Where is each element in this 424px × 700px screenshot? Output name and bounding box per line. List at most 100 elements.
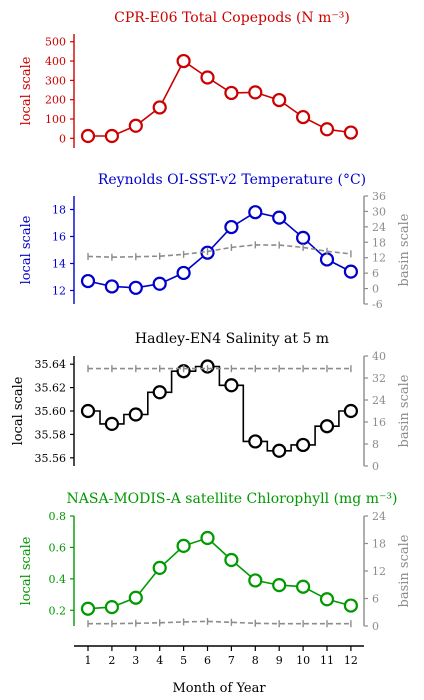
left-tick-label: 300: [45, 74, 66, 87]
x-tick-label: 7: [228, 654, 235, 667]
local-series-point: [104, 128, 120, 144]
left-axis-label: local scale: [19, 536, 34, 605]
local-series-point: [152, 385, 167, 400]
right-tick-label: -6: [372, 298, 383, 311]
x-tick-label: 1: [85, 654, 92, 667]
local-series-point: [248, 573, 263, 588]
right-tick-label: 18: [372, 538, 386, 551]
local-series-point: [343, 264, 358, 279]
x-tick-label: 9: [276, 654, 283, 667]
local-series-point: [296, 109, 311, 125]
local-series-point: [343, 403, 358, 419]
right-tick-label: 0: [372, 620, 379, 633]
right-tick-label: 24: [372, 394, 386, 407]
right-tick-label: 18: [372, 236, 386, 249]
local-series-point: [128, 590, 143, 605]
x-tick-label: 3: [132, 654, 139, 667]
left-tick-label: 0.2: [49, 604, 67, 617]
panel-title: CPR-E06 Total Copepods (N m⁻³): [114, 10, 350, 26]
right-tick-label: 24: [372, 510, 386, 523]
left-axis-label: local scale: [19, 215, 34, 284]
local-series-point: [80, 128, 96, 144]
local-series-point: [224, 85, 239, 101]
left-tick-label: 35.60: [35, 405, 67, 418]
local-series-line: [87, 537, 352, 610]
left-tick-label: 35.56: [35, 452, 67, 465]
left-tick-label: 0.6: [49, 541, 67, 554]
left-tick-label: 35.64: [35, 358, 67, 371]
local-series-point: [272, 210, 287, 225]
local-series-point: [296, 579, 311, 594]
local-series-point: [296, 437, 311, 453]
x-tick-label: 6: [204, 654, 211, 667]
right-tick-label: 24: [372, 221, 386, 234]
local-series-point: [104, 416, 120, 431]
local-series-point: [200, 530, 215, 546]
local-series-point: [200, 70, 215, 85]
panel-4: NASA-MODIS-A satellite Chlorophyll (mg m…: [19, 491, 412, 633]
local-series-point: [104, 600, 120, 615]
left-axis-label: local scale: [19, 56, 34, 125]
right-tick-label: 0: [372, 460, 379, 473]
local-series-point: [224, 219, 239, 235]
local-series-point: [319, 419, 335, 434]
local-series-point: [176, 538, 191, 553]
local-series-point: [272, 92, 287, 108]
right-tick-label: 36: [372, 190, 386, 203]
basin-series-line: [87, 244, 351, 259]
x-tick-label: 4: [156, 654, 163, 667]
local-series-point: [224, 552, 239, 568]
local-series-line: [88, 59, 352, 137]
local-series-point: [176, 265, 191, 281]
local-series-point: [152, 100, 167, 115]
local-series-point: [128, 280, 143, 295]
right-tick-label: 40: [372, 350, 386, 363]
local-series-point: [80, 601, 96, 616]
right-axis-label: basin scale: [397, 534, 412, 607]
right-tick-label: 8: [372, 438, 379, 451]
x-tick-label: 12: [344, 654, 358, 667]
left-tick-label: 0.8: [49, 510, 67, 523]
left-tick-label: 35.58: [35, 428, 67, 441]
panel-title: Hadley-EN4 Salinity at 5 m: [135, 331, 329, 347]
left-tick-label: 16: [52, 231, 66, 244]
local-series-point: [296, 230, 311, 245]
left-tick-label: 18: [52, 204, 66, 217]
local-series-point: [248, 85, 263, 100]
right-axis-label: basin scale: [397, 374, 412, 447]
x-tick-label: 8: [252, 654, 259, 667]
left-tick-label: 100: [45, 113, 66, 126]
local-series-point: [176, 53, 191, 69]
right-tick-label: 12: [372, 565, 386, 578]
left-axis-label: local scale: [11, 376, 26, 445]
left-tick-label: 400: [45, 55, 66, 68]
local-series-point: [224, 378, 239, 393]
panel-title: NASA-MODIS-A satellite Chlorophyll (mg m…: [67, 491, 398, 507]
right-tick-label: 32: [372, 372, 386, 385]
left-tick-label: 200: [45, 94, 66, 107]
panel-2: Reynolds OI-SST-v2 Temperature (°C) 12 14 1…: [19, 172, 412, 311]
left-tick-label: 12: [52, 285, 66, 298]
left-tick-label: 0.4: [49, 573, 67, 586]
panel-1: CPR-E06 Total Copepods (N m⁻³) 0 100 200 300…: [19, 10, 358, 148]
basin-series-line: [88, 620, 351, 625]
panel-title: Reynolds OI-SST-v2 Temperature (°C): [98, 172, 366, 188]
right-tick-label: 30: [372, 205, 386, 218]
local-series-point: [319, 592, 335, 607]
local-series-point: [104, 279, 120, 294]
local-series-point: [319, 122, 335, 137]
local-series-point: [319, 252, 335, 267]
x-axis-label: Month of Year: [172, 681, 266, 696]
right-axis-label: basin scale: [397, 213, 412, 286]
local-series-point: [128, 118, 143, 133]
right-tick-label: 16: [372, 416, 386, 429]
local-series-point: [152, 276, 167, 291]
local-series-point: [272, 443, 287, 458]
left-tick-label: 0: [59, 132, 66, 145]
right-tick-label: 6: [372, 267, 379, 280]
local-series-point: [343, 598, 358, 613]
left-tick-label: 35.62: [35, 382, 67, 395]
local-series-line: [88, 365, 351, 452]
